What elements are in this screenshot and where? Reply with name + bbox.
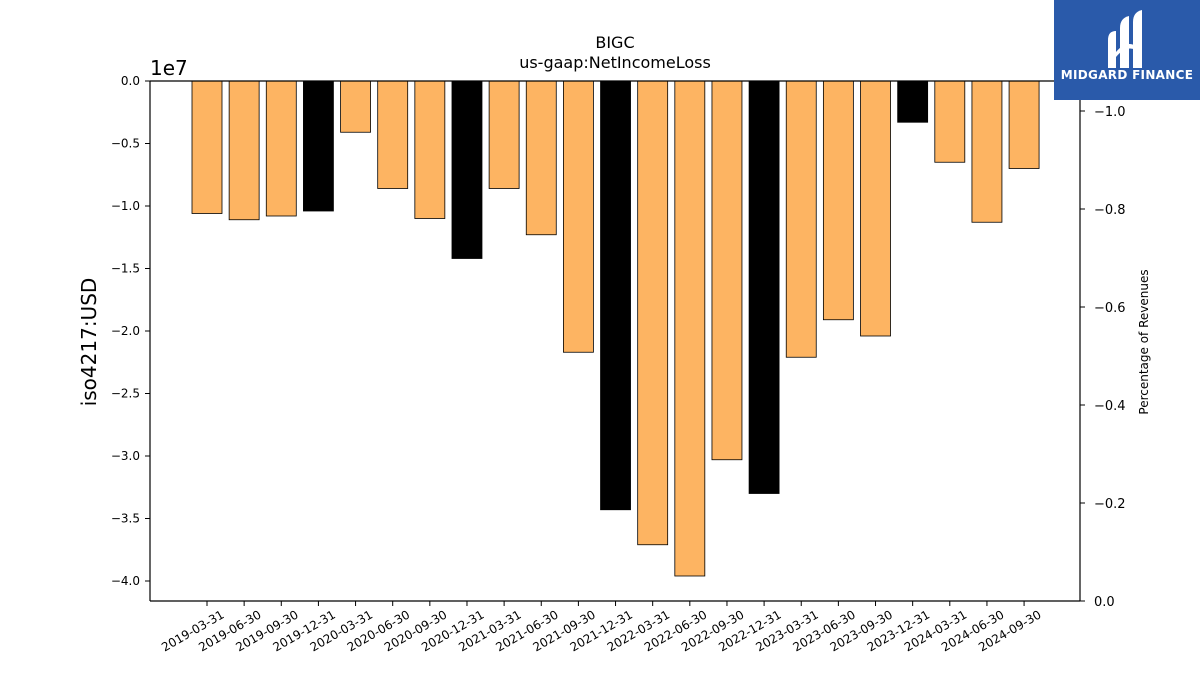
bar-2024-09-30 [1008,80,1040,169]
bar-2024-06-30 [971,80,1003,223]
bar-2023-12-31 [897,80,929,123]
bar-2022-03-31 [637,80,669,546]
logo-text: MIDGARD FINANCE [1060,68,1194,82]
y-tick-label: −3.5 [111,512,140,526]
y2-tick-label: −1.0 [1094,105,1126,120]
bar-2023-06-30 [822,80,854,321]
y-tick-label: −4.0 [111,574,140,588]
chart-title: BIGC [595,33,634,52]
y2-tick-label: 0.0 [1094,595,1115,610]
bar-2024-03-31 [934,80,966,163]
logo-badge: MIDGARD FINANCE [1054,0,1200,100]
bar-2021-12-31 [600,80,631,511]
bar-2020-03-31 [340,80,371,133]
y2-tick-label: −0.6 [1094,301,1126,316]
bar-2019-06-30 [228,80,260,221]
bar-2019-12-31 [303,80,334,212]
bar-2023-03-31 [785,80,817,358]
y-offset-label: 1e7 [150,56,188,80]
y-tick-label: −2.5 [111,387,140,401]
bar-2019-09-30 [265,80,297,217]
bar-2020-06-30 [377,80,409,189]
bar-2022-12-31 [748,80,780,494]
bar-2020-12-31 [451,80,483,259]
logo-mark-icon [1108,10,1142,68]
y-axis-label: iso4217:USD [77,278,101,407]
chart-subtitle: us-gaap:NetIncomeLoss [519,53,711,72]
y2-tick-label: −0.8 [1094,203,1126,218]
y-tick-label: −0.5 [111,137,140,151]
bar-2022-06-30 [674,80,706,577]
y-tick-label: −3.0 [111,449,140,463]
y2-tick-label: −0.4 [1094,399,1126,414]
y-tick-label: 0.0 [121,74,140,88]
bars-group [191,80,1040,577]
y2-tick-label: −0.2 [1094,497,1126,512]
bar-2020-09-30 [414,80,446,219]
bar-2021-06-30 [525,80,557,236]
bar-2021-09-30 [563,80,594,353]
y2-axis-label: Percentage of Revenues [1137,269,1151,414]
y-tick-label: −1.0 [111,199,140,213]
bar-2023-09-30 [860,80,891,337]
y-tick-label: −2.0 [111,324,140,338]
bar-2021-03-31 [488,80,520,189]
bar-2022-09-30 [711,80,743,461]
bar-2019-03-31 [191,80,223,214]
y-tick-label: −1.5 [111,262,140,276]
